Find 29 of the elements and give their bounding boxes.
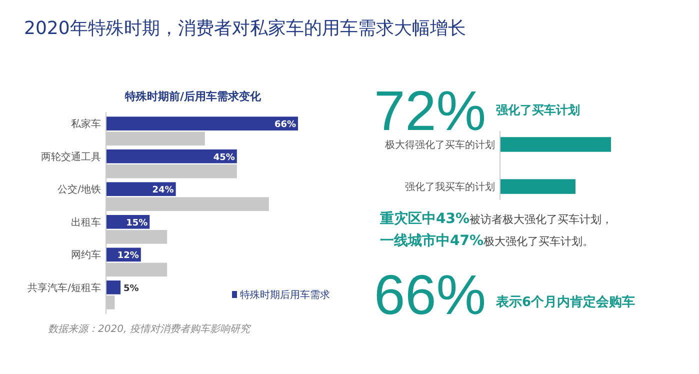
- text: 2020年特殊时期，消费者对私家车的用车需求大幅增长: [24, 18, 466, 39]
- bar: [106, 182, 176, 196]
- text: 表示6个月内肯定会购车: [495, 294, 636, 310]
- data-label: 24%: [152, 186, 174, 196]
- data-label: 15%: [126, 218, 148, 228]
- text: 重灾区中43%: [379, 210, 470, 227]
- y-tick-label: 出租车: [71, 216, 101, 228]
- y-tick-label: 两轮交通工具: [41, 150, 101, 163]
- data-label: 12%: [117, 251, 139, 262]
- text: 66%: [374, 263, 486, 326]
- source-note: 数据来源：2020, 疫情对消费者购车影响研究: [48, 323, 252, 335]
- y-tick-label: 极大得强化了买车的计划: [384, 138, 495, 151]
- chart-title: 特殊时期前/后用车需求变化: [124, 90, 262, 103]
- data-label: 5%: [124, 284, 139, 294]
- bar: [106, 116, 298, 130]
- y-tick-label: 强化了我买车的计划: [405, 181, 495, 194]
- y-tick-label: 共享汽车/短租车: [28, 282, 101, 294]
- y-tick-label: 私家车: [71, 118, 101, 130]
- text: 被访者极大强化了买车计划，: [470, 213, 613, 226]
- chart-subtitle: 强化了买车计划: [496, 103, 580, 117]
- text: 极大强化了买车计划。: [482, 235, 594, 248]
- text: 一线城市中47%: [380, 232, 484, 249]
- legend-label: 特殊时期后用车需求: [240, 289, 330, 301]
- data-label: 45%: [213, 152, 235, 163]
- bar: [106, 280, 121, 294]
- data-label: 66%: [274, 120, 296, 130]
- y-tick-label: 公交/地铁: [58, 184, 101, 196]
- bar: [106, 149, 237, 164]
- y-tick-label: 网约车: [71, 249, 101, 262]
